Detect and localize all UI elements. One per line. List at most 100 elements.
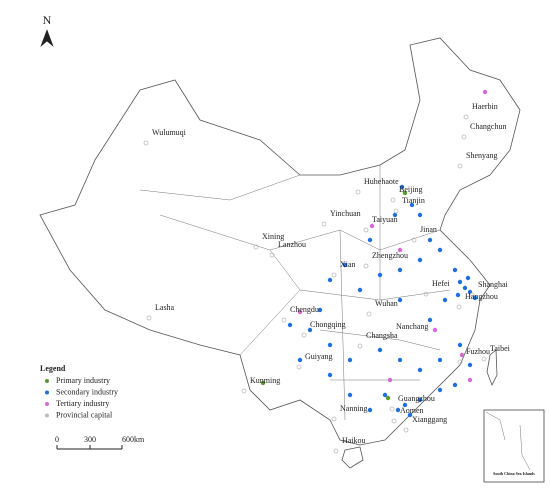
industry-dot [357,287,363,293]
capital-marker [389,406,395,412]
city-label: Aomen [400,406,424,415]
city-label: Yinchuan [330,209,361,218]
capital-marker [456,304,462,310]
city-label: Xianggang [412,415,447,424]
capital-marker [355,189,361,195]
industry-dot [417,397,423,403]
capital-marker [393,208,399,214]
industry-dot [409,202,415,208]
city-label: Taibei [490,344,511,353]
capital-marker [363,227,369,233]
industry-dot [385,395,391,401]
city-label: Guiyang [305,352,333,361]
capital-marker [387,334,393,340]
industry-dot [367,407,373,413]
legend-label: Tertiary industry [56,399,109,408]
industry-dot [459,352,465,358]
capital-marker [423,291,429,297]
city-label: Kunming [250,376,280,385]
industry-dot [457,342,463,348]
capital-marker [391,418,397,424]
city-label: Haikou [342,436,366,445]
city-label: Lasha [155,303,175,312]
industry-dot [327,342,333,348]
industry-dot [377,272,383,278]
industry-dot [457,279,463,285]
industry-dot [427,317,433,323]
capital-marker [457,163,463,169]
industry-dot [452,382,458,388]
inset-label: South China Sea Islands [493,471,535,476]
city-label: Lanzhou [278,240,306,249]
capital-marker [469,292,475,298]
city-label: Chongqing [310,320,346,329]
north-label: N [43,13,52,27]
scale-label: 600km [122,435,145,444]
industry-dot [297,357,303,363]
capital-marker [253,244,259,250]
capital-marker [331,416,337,422]
city-label: Jinan [420,225,437,234]
city-label: Haerbin [472,102,498,111]
industry-dot [327,372,333,378]
city-label: Wuhan [375,299,398,308]
industry-dot [402,402,408,408]
city-label: Tianjin [402,196,425,205]
city-label: Shenyang [466,151,498,160]
industry-dot [317,307,323,313]
industry-dot [399,184,405,190]
capital-marker [403,427,409,433]
industry-dot [397,267,403,273]
industry-dot [437,387,443,393]
industry-dot [467,377,473,383]
legend-swatch [45,390,49,395]
industry-dot [467,362,473,368]
industry-dot [402,190,408,196]
city-label: Guangzhou [398,394,435,403]
city-label: Taiyuan [372,215,398,224]
hainan [341,446,364,469]
industry-dot [369,223,375,229]
industry-dot [377,347,383,353]
capital-marker [331,272,337,278]
legend-swatch [45,413,49,418]
city-label: Chengdu [290,305,319,314]
industry-dot [452,267,458,273]
industry-dot [287,322,293,328]
industry-dot [297,309,303,315]
capital-marker [481,356,487,362]
legend-swatch [45,402,49,406]
industry-dot [462,285,468,291]
industry-dot [427,237,433,243]
country-outline [39,37,521,446]
city-label: Huhehaote [364,177,399,186]
industry-dot [342,262,348,268]
industry-dot [417,257,423,263]
capital-marker [143,140,149,146]
capital-marker [269,252,275,258]
industry-dot [347,392,353,398]
industry-dot [437,247,443,253]
capital-marker [463,114,469,120]
industry-dot [307,327,313,333]
scale-label: 300 [84,435,96,444]
city-label: Changsha [366,331,398,340]
capital-marker [461,134,467,140]
legend-label: Secondary industry [56,387,118,396]
city-label: Nanchang [396,322,428,331]
industry-dot [407,412,413,418]
industry-dot [482,89,488,95]
capital-marker [321,221,327,227]
city-label: Beijing [399,185,423,194]
inset: South China Sea Islands [483,409,545,483]
industry-dot [417,212,423,218]
industry-dot [472,295,478,301]
industry-dot [432,327,438,333]
industry-dot [347,357,353,363]
city-label: Shanghai [478,280,509,289]
capital-marker [357,343,363,349]
industry-dot [392,212,398,218]
city-label: Nanning [340,404,368,413]
capital-marker [366,311,372,317]
